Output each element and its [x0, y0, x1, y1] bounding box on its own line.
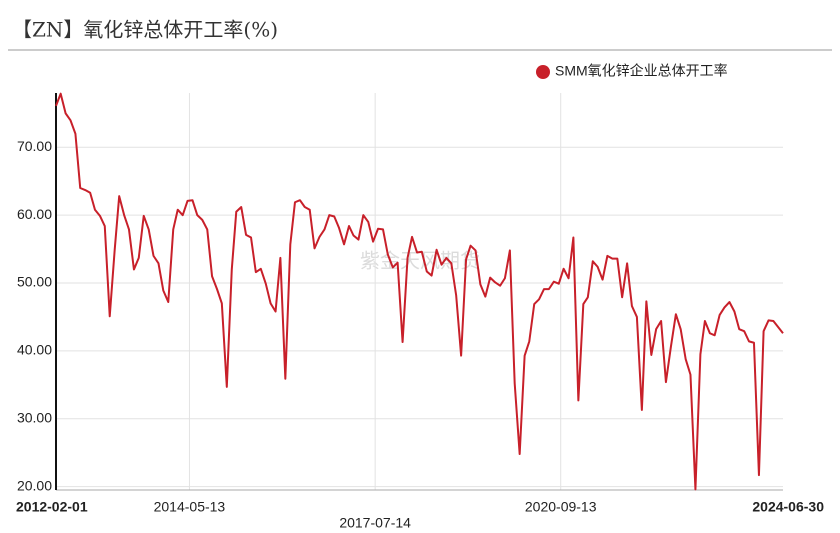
- y-tick-label: 60.00: [17, 206, 52, 222]
- legend-marker: [536, 65, 550, 79]
- y-tick-label: 40.00: [17, 342, 52, 358]
- y-tick-label: 30.00: [17, 409, 52, 425]
- chart-title: 【ZN】氧化锌总体开工率(%): [12, 18, 278, 42]
- x-tick-label: 2020-09-13: [525, 499, 597, 515]
- x-tick-label: 2017-07-14: [339, 515, 411, 531]
- data-line: [55, 92, 784, 491]
- watermark: 紫金天风期货: [360, 249, 480, 272]
- x-tick-label: 2014-05-13: [154, 499, 226, 515]
- y-tick-label: 50.00: [17, 274, 52, 290]
- y-tick-label: 70.00: [17, 138, 52, 154]
- y-tick-label: 20.00: [17, 477, 52, 493]
- x-tick-label: 2024-06-30: [752, 499, 824, 515]
- legend-label: SMM氧化锌企业总体开工率: [555, 63, 728, 79]
- x-tick-label: 2012-02-01: [16, 499, 88, 515]
